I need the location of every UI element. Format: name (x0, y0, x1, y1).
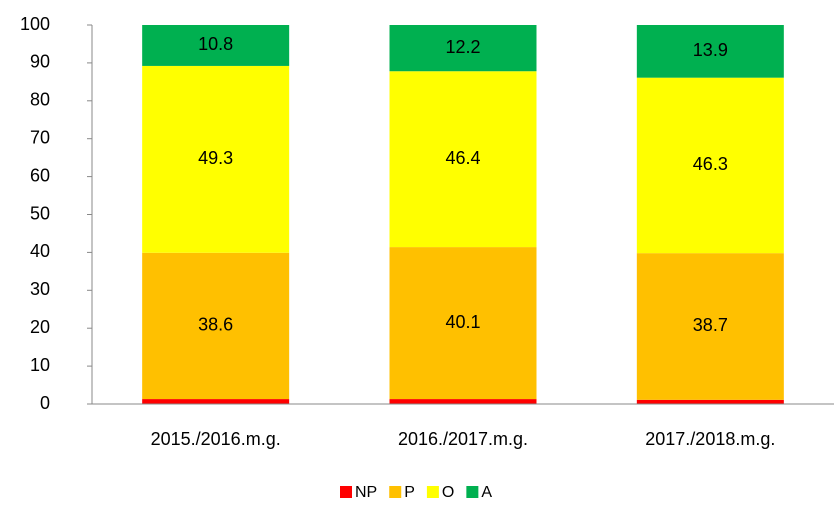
bar-segment (389, 247, 537, 400)
data-label: 40.1 (445, 312, 480, 332)
y-tick-label: 40 (30, 241, 50, 261)
bar-segment (636, 253, 784, 400)
legend-swatch (389, 486, 402, 498)
y-tick-label: 60 (30, 165, 50, 185)
bar-segment (142, 252, 290, 400)
legend-label: A (481, 484, 492, 501)
bar-segment (389, 399, 537, 404)
legend-label: O (442, 484, 454, 501)
data-label: 38.6 (198, 315, 233, 335)
bar-segment (636, 399, 784, 404)
y-tick-label: 50 (30, 203, 50, 223)
y-tick-label: 20 (30, 317, 50, 337)
y-tick-label: 80 (30, 90, 50, 110)
bar-segment (389, 25, 537, 72)
y-tick-label: 70 (30, 127, 50, 147)
y-tick-label: 30 (30, 279, 50, 299)
data-label: 12.2 (445, 37, 480, 57)
bar-segment (142, 25, 290, 66)
legend-swatch (466, 486, 479, 498)
legend-label: P (404, 484, 415, 501)
y-tick-label: 0 (40, 393, 50, 413)
legend-swatch (340, 486, 352, 498)
legend-swatch (426, 486, 439, 498)
y-tick-label: 90 (30, 52, 50, 72)
data-label: 13.9 (693, 40, 728, 60)
data-label: 10.8 (198, 34, 233, 54)
bar-segment (142, 65, 290, 253)
y-tick-label: 10 (30, 355, 50, 375)
data-label: 46.3 (693, 154, 728, 174)
x-tick-label: 2016./2017.m.g. (398, 429, 528, 449)
data-label: 38.7 (693, 315, 728, 335)
bar-segment (389, 71, 537, 248)
x-tick-label: 2017./2018.m.g. (645, 429, 775, 449)
x-tick-label: 2015./2016.m.g. (151, 429, 281, 449)
y-tick-label: 100 (20, 14, 50, 34)
bar-segment (636, 25, 784, 78)
data-label: 46.4 (445, 148, 480, 168)
data-label: 49.3 (198, 148, 233, 168)
bar-segment (142, 399, 290, 404)
legend-label: NP (355, 484, 377, 501)
bar-segment (636, 77, 784, 254)
